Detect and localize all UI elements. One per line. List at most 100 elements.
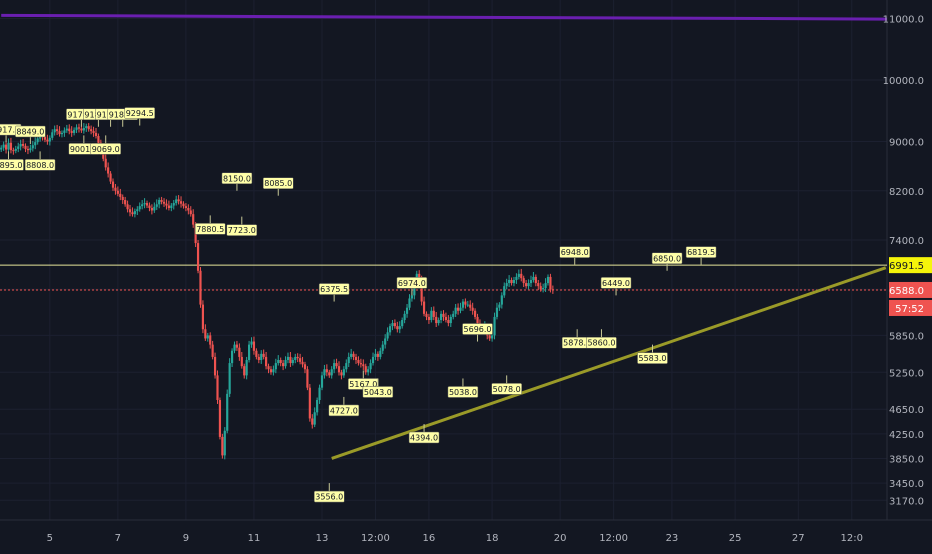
candle-body [384, 338, 387, 345]
candle-body [439, 313, 443, 320]
candle-body [213, 356, 217, 376]
candle-body [437, 320, 440, 324]
candle-body [371, 356, 375, 364]
time-axis-label: 18 [486, 533, 499, 544]
annotation-label: 6819.5 [687, 248, 715, 257]
candle-body [269, 369, 273, 373]
candle-body [320, 375, 324, 388]
candle-body [537, 283, 540, 287]
candle-body [342, 369, 345, 376]
candle-body [491, 335, 494, 339]
candle-body [56, 129, 59, 132]
candle-body [228, 363, 231, 394]
annotation-label: 9069.0 [92, 145, 120, 154]
annotation-label: 8917.0 [0, 126, 20, 135]
candle-body [21, 144, 25, 146]
annotation-label-box [651, 252, 683, 265]
candle-body [247, 344, 251, 360]
candle-body [447, 320, 450, 324]
candle-body [546, 276, 550, 284]
candle-body [97, 136, 100, 143]
annotation-label-box [600, 277, 632, 289]
annotation-label: 9294.5 [126, 109, 154, 118]
candle-body [235, 344, 239, 348]
candle-body [162, 201, 166, 204]
candle-body [388, 326, 392, 333]
candle-body [311, 418, 314, 425]
candle-body [206, 335, 209, 339]
annotation-label: 9001.0 [70, 145, 98, 154]
annotation-label-box [491, 383, 522, 395]
candle-body [175, 199, 178, 204]
candle-body [522, 278, 525, 284]
price-axis-label: 3170.0 [889, 496, 924, 507]
candle-body [143, 203, 146, 205]
candle-body [9, 142, 13, 151]
annotation-label-box [559, 246, 590, 258]
candle-body [77, 127, 81, 129]
candle-body [374, 353, 377, 357]
candle-body [7, 142, 10, 150]
candle-body [274, 363, 277, 370]
candle-body [396, 326, 399, 330]
price-axis-label: 11000.0 [883, 14, 924, 25]
candle-body [381, 344, 384, 351]
candle-body [337, 366, 341, 373]
candle-body [209, 335, 212, 345]
annotation-label-box [396, 277, 428, 289]
annotation-label-box [462, 323, 493, 335]
candle-body [184, 206, 187, 208]
candle-body [75, 127, 78, 130]
candle-body [14, 148, 17, 151]
candle-body [466, 304, 469, 306]
candle-body [226, 393, 229, 431]
annotation-label: 9178.0 [67, 110, 95, 119]
annotation-label-box [90, 143, 121, 155]
candle-body [517, 273, 520, 277]
candle-body [177, 199, 180, 202]
candle-body [158, 200, 161, 205]
annotation-label: 4394.0 [410, 434, 438, 443]
candle-body [508, 280, 511, 284]
candle-body [233, 344, 236, 351]
candle-body [495, 307, 499, 317]
candle-body [505, 283, 508, 287]
candle-body [172, 203, 175, 206]
price-axis-label: 9000.0 [889, 138, 924, 149]
annotation-label: 7723.0 [228, 226, 256, 235]
price-axis-label: 8200.0 [889, 187, 924, 198]
annotation-label-box [194, 223, 226, 235]
annotation-label: 5167.0 [349, 380, 377, 389]
candle-body [539, 286, 542, 290]
candle-body [369, 363, 372, 370]
candle-body [364, 366, 367, 373]
candle-body [179, 201, 183, 204]
price-axis-label: 10000.0 [883, 76, 924, 87]
candle-body [425, 313, 428, 317]
candle-body [350, 353, 353, 357]
candle-body [182, 203, 185, 207]
resistance-price-tag [889, 257, 932, 274]
candle-body [111, 181, 115, 188]
annotation-label: 8085.0 [264, 179, 292, 188]
candle-body [352, 353, 355, 357]
candle-body [107, 167, 110, 174]
candle-body [471, 307, 474, 311]
candle-body [196, 243, 200, 271]
candle-body [240, 356, 243, 367]
candle-body [34, 142, 37, 146]
candle-body [230, 350, 234, 364]
candle-body [150, 208, 153, 211]
candle-body [376, 353, 379, 357]
candle-body [464, 301, 467, 305]
annotation-label: 5043.0 [364, 388, 392, 397]
candle-body [243, 366, 246, 376]
annotation-label: 4727.0 [330, 406, 358, 415]
candle-body [85, 126, 88, 128]
candle-body [442, 313, 445, 317]
candle-body [250, 341, 253, 345]
candle-body [459, 307, 462, 311]
candle-body [68, 128, 71, 132]
